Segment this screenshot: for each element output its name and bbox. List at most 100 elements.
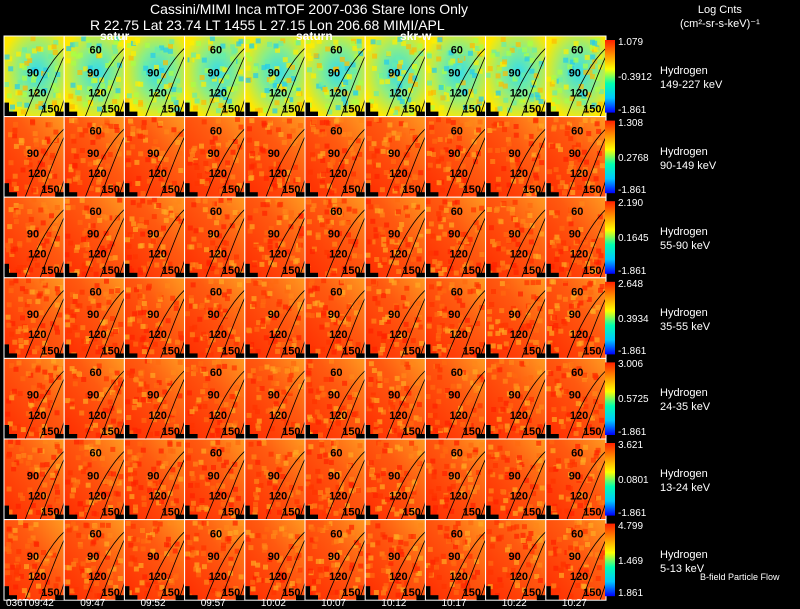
pixel [426, 323, 432, 329]
pixel [136, 128, 142, 134]
pixel [368, 269, 374, 275]
pixel [495, 241, 501, 246]
pixel [111, 294, 117, 299]
pixel [452, 233, 458, 239]
pixel [370, 392, 376, 398]
pixel [556, 508, 562, 514]
pixel [87, 267, 93, 272]
pixel [576, 101, 582, 107]
pixel [370, 39, 376, 45]
pixel [291, 360, 297, 366]
pixel [188, 295, 194, 301]
pixel [577, 259, 582, 265]
pixel [370, 239, 376, 245]
pixel [366, 45, 372, 51]
pixel [572, 292, 578, 298]
pixel [490, 343, 496, 349]
pixel [164, 129, 170, 135]
pixel [22, 85, 28, 91]
pixel [99, 132, 105, 138]
pixel [90, 123, 96, 128]
pixel [138, 130, 144, 136]
pixel [82, 209, 88, 215]
contour-line [84, 370, 125, 440]
pixel [198, 351, 204, 357]
pixel [534, 175, 540, 181]
pixel [374, 257, 380, 262]
pixel [594, 278, 600, 283]
contour-label: 60 [210, 125, 222, 137]
pixel [518, 178, 524, 184]
pixel [112, 255, 118, 261]
pixel [335, 562, 340, 568]
pixel [429, 147, 435, 153]
pixel [331, 562, 337, 568]
contour-line [220, 458, 246, 520]
contour-line [581, 217, 607, 278]
pixel [325, 508, 331, 514]
pixel [378, 407, 384, 413]
pixel [264, 230, 270, 236]
contour-label: 60 [571, 287, 583, 299]
pixel [211, 447, 217, 452]
pixel [69, 404, 75, 410]
pixel [315, 558, 321, 564]
pixel [6, 486, 12, 492]
pixel [221, 240, 227, 245]
pixel [221, 463, 227, 469]
pixel [551, 583, 557, 589]
pixel [210, 428, 216, 434]
pixel [567, 121, 572, 127]
pixel [454, 391, 460, 397]
pixel [273, 43, 279, 49]
contour-line [99, 217, 125, 278]
pixel [425, 199, 431, 205]
pixel [54, 286, 60, 292]
pixel [592, 168, 598, 174]
contour-label: 90 [27, 148, 39, 160]
pixel [235, 78, 241, 84]
pixel [206, 259, 212, 265]
pixel [48, 173, 54, 179]
pixel [523, 477, 529, 483]
pixel [496, 416, 502, 422]
pixel [409, 498, 415, 504]
pixel [282, 455, 288, 461]
pixel [17, 79, 23, 85]
pixel [154, 156, 160, 162]
pixel [459, 55, 465, 61]
pixel [144, 42, 150, 48]
pixel [188, 448, 193, 454]
pixel [16, 51, 22, 57]
pixel [339, 56, 345, 62]
pixel [199, 498, 205, 503]
contour-line [205, 450, 246, 520]
pixel [236, 41, 242, 47]
pixel [586, 131, 592, 136]
pixel [294, 499, 300, 505]
pixel [438, 205, 444, 211]
pixel [224, 296, 230, 302]
pixel [494, 51, 500, 57]
pixel [310, 207, 316, 213]
pixel [404, 285, 410, 291]
pixel [397, 432, 403, 438]
pixel [275, 454, 281, 459]
pixel [126, 243, 132, 249]
pixel [525, 249, 531, 255]
pixel [238, 69, 243, 75]
pixel [332, 568, 338, 574]
pixel [336, 202, 342, 208]
pixel [417, 43, 423, 49]
pixel [349, 524, 355, 530]
pixel [288, 544, 294, 549]
pixel [570, 190, 576, 195]
pixel [461, 463, 467, 469]
pixel [269, 572, 275, 578]
pixel [508, 492, 514, 497]
pixel [44, 180, 49, 186]
pixel [38, 104, 44, 110]
pixel [498, 523, 504, 529]
pixel [163, 60, 168, 66]
pixel [29, 174, 35, 180]
